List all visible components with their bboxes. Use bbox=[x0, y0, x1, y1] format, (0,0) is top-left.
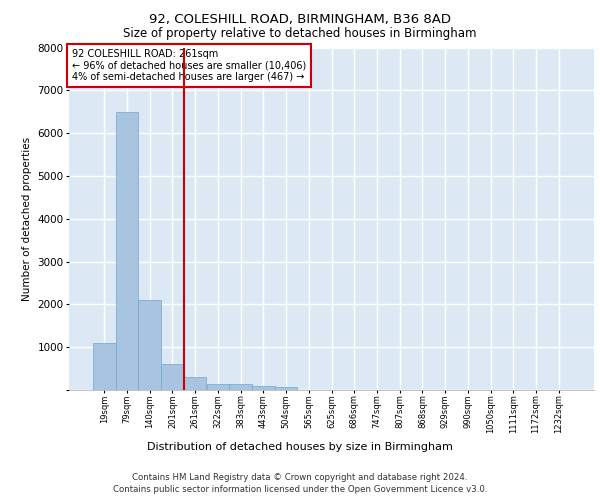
Bar bbox=[184, 377, 206, 390]
Text: Contains public sector information licensed under the Open Government Licence v3: Contains public sector information licen… bbox=[113, 485, 487, 494]
Bar bbox=[206, 384, 229, 390]
Text: Contains HM Land Registry data © Crown copyright and database right 2024.: Contains HM Land Registry data © Crown c… bbox=[132, 472, 468, 482]
Bar bbox=[116, 112, 139, 390]
Bar bbox=[275, 387, 298, 390]
Text: 92, COLESHILL ROAD, BIRMINGHAM, B36 8AD: 92, COLESHILL ROAD, BIRMINGHAM, B36 8AD bbox=[149, 12, 451, 26]
Y-axis label: Number of detached properties: Number of detached properties bbox=[22, 136, 32, 301]
Bar bbox=[139, 300, 161, 390]
Text: Size of property relative to detached houses in Birmingham: Size of property relative to detached ho… bbox=[123, 28, 477, 40]
Bar bbox=[252, 386, 275, 390]
Text: 92 COLESHILL ROAD: 261sqm
← 96% of detached houses are smaller (10,406)
4% of se: 92 COLESHILL ROAD: 261sqm ← 96% of detac… bbox=[71, 49, 306, 82]
Text: Distribution of detached houses by size in Birmingham: Distribution of detached houses by size … bbox=[147, 442, 453, 452]
Bar bbox=[229, 384, 252, 390]
Bar bbox=[161, 364, 184, 390]
Bar bbox=[93, 343, 116, 390]
